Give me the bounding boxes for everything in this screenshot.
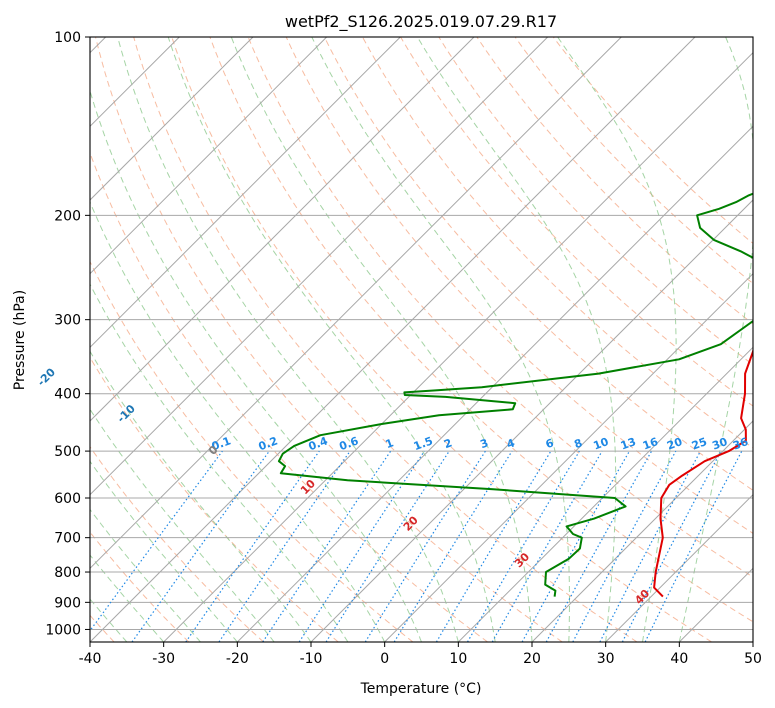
- isotherm-line: [90, 37, 254, 201]
- mixing-ratio-line: [325, 450, 450, 642]
- dry-adiabat: [209, 37, 753, 623]
- dry-adiabat: [90, 356, 339, 642]
- isotherm-line: [90, 37, 549, 496]
- dry-adiabat: [285, 37, 753, 534]
- mixing-ratio-label: 13: [619, 435, 638, 452]
- y-tick-label: 500: [54, 444, 81, 460]
- mixing-ratio-label: 0.4: [307, 434, 330, 453]
- isotherm-line: [605, 493, 753, 642]
- mixing-ratio-label: 6: [544, 436, 556, 451]
- dry-adiabat: [95, 37, 563, 642]
- x-tick-label: 20: [523, 651, 541, 667]
- moist-adiabat: [90, 408, 275, 642]
- mixing-ratio-line: [218, 450, 351, 642]
- moist-adiabat: [90, 283, 349, 642]
- moist-adiabat: [230, 37, 533, 642]
- isotherm-line: [310, 199, 753, 642]
- x-tick-label: -30: [152, 651, 175, 667]
- mixing-ratio-label: 0.6: [338, 434, 361, 453]
- mixing-ratio-line: [90, 450, 223, 632]
- y-tick-label: 900: [54, 595, 81, 611]
- dewpoint-profile: [277, 192, 753, 597]
- x-tick-label: -40: [79, 651, 102, 667]
- mixing-ratio-label: 30: [710, 435, 729, 453]
- mixing-ratio-label: 4: [505, 436, 517, 451]
- y-axis-label: Pressure (hPa): [12, 290, 28, 390]
- mixing-ratio-label: 2: [442, 436, 454, 451]
- mixing-ratio-line: [545, 450, 653, 642]
- mixing-ratio-line: [185, 450, 320, 642]
- axes: -40 -30 -20 -10 0 10 20 30 40 50 1000 900 800 700 600 5…: [45, 30, 762, 667]
- y-tick-label: 800: [54, 565, 81, 581]
- x-tick-label: 10: [449, 651, 467, 667]
- mixing-ratio-label: 10: [592, 435, 611, 453]
- moist-adiabat: [678, 37, 753, 642]
- mixing-ratio-line: [298, 450, 425, 642]
- x-tick-label: 30: [597, 651, 615, 667]
- mixing-ratio-label: 1: [384, 436, 396, 451]
- x-tick-label: 0: [380, 651, 389, 667]
- mixing-ratio-line: [393, 450, 513, 642]
- x-tick-label: -10: [300, 651, 323, 667]
- isotherm-line: [90, 37, 475, 422]
- y-tick-label: 300: [54, 313, 81, 329]
- y-tick-label: 100: [54, 30, 81, 46]
- moist-adiabat: [90, 200, 386, 642]
- mixing-ratio-label: 36: [731, 435, 750, 453]
- y-tick-label: 600: [54, 491, 81, 507]
- moist-adiabat: [117, 37, 459, 642]
- mixing-ratio-label: 0.1: [210, 434, 233, 453]
- temperature-profile: [653, 347, 753, 598]
- isotherm-line: [531, 420, 753, 642]
- y-tick-label: 1000: [45, 622, 81, 638]
- dry-adiabat: [90, 445, 264, 642]
- mixing-ratio-label: 25: [690, 435, 709, 452]
- moist-adiabat: [90, 508, 201, 642]
- dry-adiabat: [323, 37, 753, 491]
- dry-adiabat: [514, 37, 753, 285]
- x-tick-label: -20: [226, 651, 249, 667]
- mixing-ratio-label: 16: [641, 435, 660, 453]
- moist-adiabat: [90, 89, 422, 642]
- x-axis-label: Temperature (°C): [360, 681, 482, 697]
- mixing-ratio-label: 20: [665, 435, 684, 453]
- isotherm-line: [90, 37, 622, 570]
- mixing-ratio-label: 0.2: [257, 434, 280, 453]
- mixing-ratio-label: 8: [572, 436, 584, 451]
- mixing-ratio-label: 3: [478, 436, 490, 451]
- x-tick-label: 40: [670, 651, 688, 667]
- mixing-ratio-line: [131, 450, 270, 642]
- y-tick-label: 200: [54, 208, 81, 224]
- moist-adiabat: [90, 598, 128, 642]
- isotherm-line: [457, 346, 753, 642]
- isotherm-line: [90, 37, 696, 642]
- isotherm-line: [90, 37, 401, 349]
- y-tick-label: 700: [54, 531, 81, 547]
- dry-adiabat: [171, 37, 712, 642]
- isotherm-line: [236, 125, 753, 642]
- isotherm-line: [90, 37, 328, 275]
- moist-adiabat: [416, 37, 617, 642]
- dry-adiabat: [90, 260, 414, 642]
- isotherm-line: [163, 51, 753, 642]
- plot-frame: [89, 36, 754, 643]
- mixing-ratio-line: [572, 450, 677, 642]
- dry-adiabat: [247, 37, 753, 578]
- background-lines: [90, 37, 753, 642]
- moist-adiabat: [90, 460, 238, 642]
- mixing-ratio-line: [521, 450, 631, 642]
- dry-adiabat: [133, 37, 638, 642]
- moist-adiabat: [90, 554, 165, 642]
- profile-lines: [277, 192, 753, 598]
- dry-adiabat: [476, 37, 753, 325]
- isotherm-line: [384, 272, 753, 642]
- mixing-ratio-line: [262, 450, 392, 642]
- mixing-ratio-label: 1.5: [412, 434, 435, 453]
- mixing-ratio-line: [644, 450, 743, 642]
- y-tick-label: 400: [54, 387, 81, 403]
- chart-title: wetPf2_S126.2025.019.07.29.R17: [285, 12, 557, 32]
- x-tick-label: 50: [744, 651, 762, 667]
